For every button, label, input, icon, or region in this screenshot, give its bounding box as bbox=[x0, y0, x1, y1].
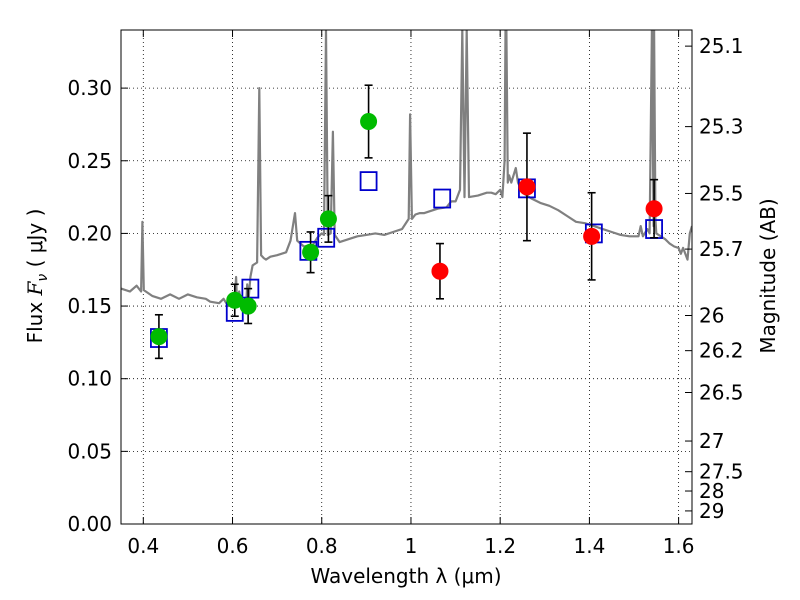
x-tick-label: 0.8 bbox=[306, 534, 338, 558]
y-tick-label: 0.25 bbox=[67, 149, 112, 173]
photometry-point bbox=[518, 178, 536, 196]
y-tick-label: 0.05 bbox=[67, 439, 112, 463]
spectrum-line bbox=[121, 30, 692, 315]
photometry-point bbox=[645, 200, 663, 218]
y-axis-label: Flux Fν ( μJy ) bbox=[23, 209, 51, 344]
right-tick-label: 27.5 bbox=[699, 460, 744, 484]
right-tick-label: 29 bbox=[699, 499, 724, 523]
photometry-point bbox=[360, 113, 378, 131]
axis-ticks: 0.4 0.6 0.8 1 1.2 1.4 1.6 0.00 0.05 0.10 0.15 0.20 0… bbox=[67, 30, 744, 558]
model-square-marker bbox=[433, 188, 452, 209]
model-square-marker bbox=[241, 278, 260, 299]
right-tick-label: 25.7 bbox=[699, 237, 744, 261]
clipped-plot bbox=[121, 30, 692, 360]
x-tick-label: 1.4 bbox=[573, 534, 605, 558]
right-tick-label: 26 bbox=[699, 304, 724, 328]
x-tick-label: 0.6 bbox=[217, 534, 249, 558]
photometry-point bbox=[239, 297, 257, 315]
y-tick-label: 0.15 bbox=[67, 294, 112, 318]
x-tick-label: 0.4 bbox=[127, 534, 159, 558]
grid-lines bbox=[121, 30, 692, 525]
photometry-point bbox=[302, 243, 320, 261]
photometry-point bbox=[431, 262, 449, 280]
right-tick-label: 25.1 bbox=[699, 34, 744, 58]
y-tick-label: 0.20 bbox=[67, 221, 112, 245]
right-tick-label: 27 bbox=[699, 429, 724, 453]
plot-frame bbox=[120, 29, 693, 525]
right-tick-label: 28 bbox=[699, 479, 724, 503]
photometry-point bbox=[319, 210, 337, 228]
model-square-marker bbox=[359, 171, 378, 192]
y-tick-label: 0.30 bbox=[67, 76, 112, 100]
x-tick-label: 1.6 bbox=[663, 534, 695, 558]
right-tick-label: 25.3 bbox=[699, 115, 744, 139]
right-axis-label: Magnitude (AB) bbox=[756, 198, 780, 353]
y-tick-label: 0.00 bbox=[67, 512, 112, 536]
photometry-point bbox=[150, 328, 168, 346]
x-axis-label: Wavelength λ (μm) bbox=[310, 564, 501, 588]
x-tick-label: 1 bbox=[405, 534, 418, 558]
photometry-point bbox=[583, 227, 601, 245]
right-tick-label: 26.5 bbox=[699, 381, 744, 405]
right-tick-label: 25.5 bbox=[699, 181, 744, 205]
model-square-marker bbox=[317, 227, 336, 248]
right-tick-label: 26.2 bbox=[699, 339, 744, 363]
x-tick-label: 1.2 bbox=[484, 534, 516, 558]
plot-area bbox=[121, 30, 692, 360]
y-tick-label: 0.10 bbox=[67, 367, 112, 391]
